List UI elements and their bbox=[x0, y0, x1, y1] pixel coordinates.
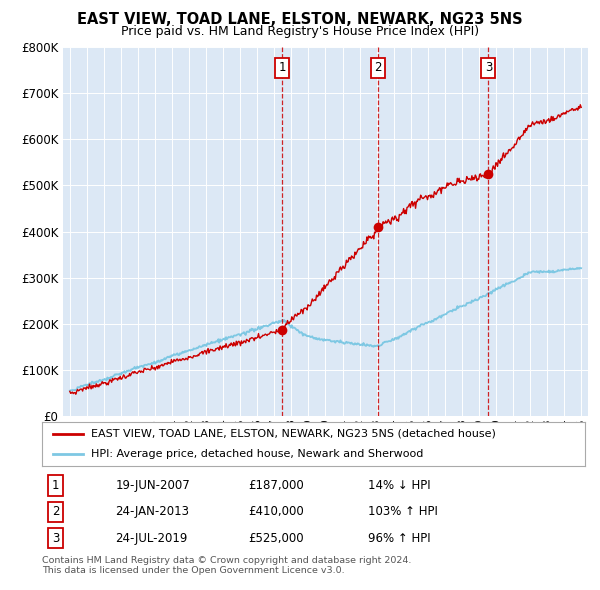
Text: 14% ↓ HPI: 14% ↓ HPI bbox=[368, 479, 430, 492]
Text: 103% ↑ HPI: 103% ↑ HPI bbox=[368, 505, 437, 519]
Text: EAST VIEW, TOAD LANE, ELSTON, NEWARK, NG23 5NS: EAST VIEW, TOAD LANE, ELSTON, NEWARK, NG… bbox=[77, 12, 523, 27]
Text: 2: 2 bbox=[374, 61, 382, 74]
Text: 2: 2 bbox=[52, 505, 59, 519]
Text: 3: 3 bbox=[52, 532, 59, 545]
Text: 24-JAN-2013: 24-JAN-2013 bbox=[115, 505, 190, 519]
Text: HPI: Average price, detached house, Newark and Sherwood: HPI: Average price, detached house, Newa… bbox=[91, 449, 423, 459]
Text: £187,000: £187,000 bbox=[248, 479, 304, 492]
Text: Contains HM Land Registry data © Crown copyright and database right 2024.
This d: Contains HM Land Registry data © Crown c… bbox=[42, 556, 412, 575]
Text: 3: 3 bbox=[485, 61, 492, 74]
Text: 19-JUN-2007: 19-JUN-2007 bbox=[115, 479, 190, 492]
Text: EAST VIEW, TOAD LANE, ELSTON, NEWARK, NG23 5NS (detached house): EAST VIEW, TOAD LANE, ELSTON, NEWARK, NG… bbox=[91, 429, 496, 439]
Text: £525,000: £525,000 bbox=[248, 532, 304, 545]
Text: 1: 1 bbox=[278, 61, 286, 74]
Text: 96% ↑ HPI: 96% ↑ HPI bbox=[368, 532, 430, 545]
Text: 1: 1 bbox=[52, 479, 59, 492]
Text: £410,000: £410,000 bbox=[248, 505, 304, 519]
Text: 24-JUL-2019: 24-JUL-2019 bbox=[115, 532, 188, 545]
Text: Price paid vs. HM Land Registry's House Price Index (HPI): Price paid vs. HM Land Registry's House … bbox=[121, 25, 479, 38]
